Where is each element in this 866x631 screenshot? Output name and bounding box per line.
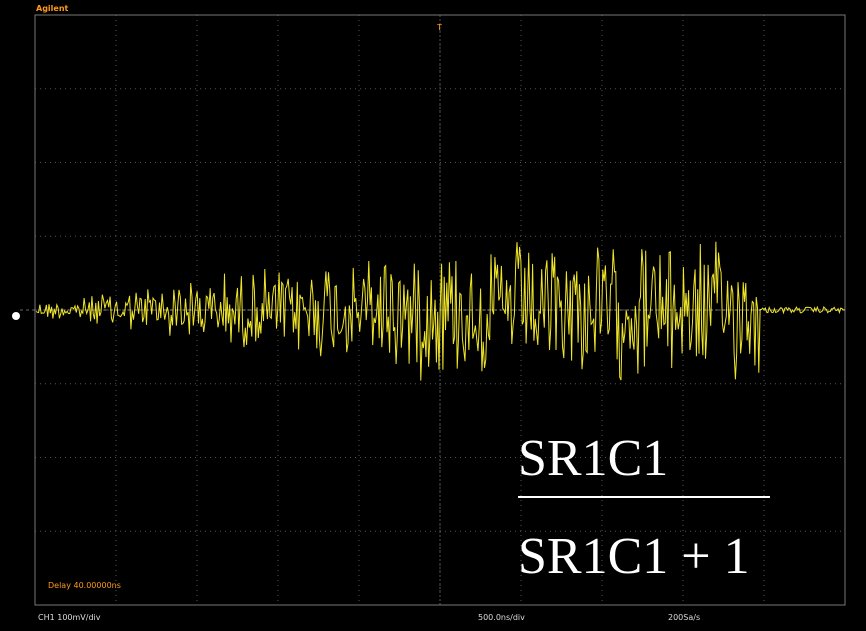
brand: Agilent [36, 4, 69, 13]
sample-rate-readout: 200Sa/s [668, 613, 700, 622]
delay-readout: Delay 40.00000ns [48, 581, 121, 590]
formula-denominator: SR1C1 + 1 [518, 528, 750, 585]
timebase-readout: 500.0ns/div [478, 613, 525, 622]
oscilloscope-screen: Agilent T Delay 40.00000ns CH1 100mV/div… [0, 0, 866, 631]
channel-readout: CH1 100mV/div [38, 613, 101, 622]
channel-ground-marker [12, 312, 20, 320]
trigger-marker: T [436, 23, 442, 32]
formula-numerator: SR1C1 [518, 430, 668, 487]
